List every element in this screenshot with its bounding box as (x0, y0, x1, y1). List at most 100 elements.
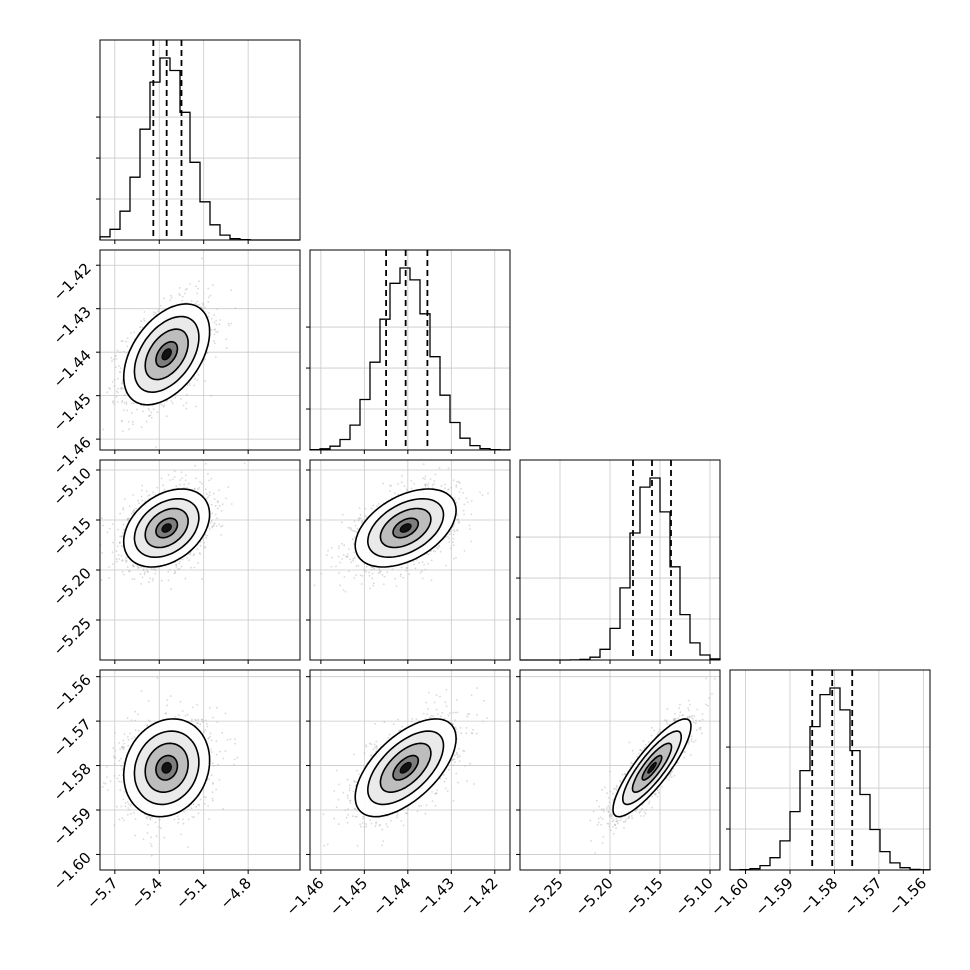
sample-point (125, 561, 127, 563)
sample-point (101, 517, 103, 520)
sample-point (454, 499, 456, 501)
sample-point (371, 572, 374, 575)
sample-point (487, 492, 489, 495)
sample-point (427, 482, 430, 485)
sample-point (130, 412, 133, 414)
sample-point (169, 294, 172, 297)
sample-point (227, 322, 230, 325)
panel-frame (99, 459, 301, 661)
sample-point (115, 354, 117, 357)
sample-point (405, 569, 408, 572)
sample-point (154, 572, 157, 575)
sample-point (119, 535, 121, 538)
sample-point (141, 489, 143, 492)
sample-point (196, 292, 199, 295)
sample-point (330, 547, 333, 549)
sample-point (358, 517, 360, 520)
sample-point (453, 529, 455, 531)
sample-point (207, 287, 210, 290)
sample-point (204, 306, 207, 309)
sample-point (199, 481, 201, 483)
sample-point (181, 299, 183, 302)
sample-point (220, 510, 223, 512)
sample-point (215, 525, 218, 527)
sample-point (452, 533, 455, 536)
sample-point (177, 568, 179, 571)
sample-point (419, 571, 422, 574)
sample-point (210, 520, 213, 522)
sample-point (337, 547, 340, 550)
sample-point (123, 573, 125, 576)
sample-point (350, 561, 353, 564)
sample-point (406, 490, 408, 493)
sample-point (128, 505, 131, 507)
sample-point (348, 548, 350, 550)
sample-point (364, 514, 367, 517)
sample-point (342, 554, 345, 556)
sample-point (214, 342, 216, 345)
sample-point (121, 532, 124, 534)
sample-point (402, 576, 405, 579)
sample-point (185, 487, 188, 489)
sample-point (219, 319, 222, 321)
sample-point (107, 789, 109, 792)
sample-point (452, 479, 455, 482)
sample-point (199, 553, 202, 555)
sample-point (208, 491, 211, 494)
sample-point (114, 749, 117, 752)
sample-point (143, 317, 145, 320)
sample-point (108, 386, 111, 389)
sample-point (432, 550, 435, 552)
sample-point (211, 512, 214, 515)
sample-point (111, 381, 114, 383)
sample-point (448, 541, 451, 543)
sample-point (116, 349, 119, 352)
sample-point (440, 485, 443, 487)
sample-point (452, 557, 455, 560)
sample-point (127, 421, 130, 423)
sample-point (218, 505, 221, 507)
sample-point (148, 581, 151, 583)
sample-point (215, 323, 218, 326)
sample-point (220, 534, 223, 536)
sample-point (120, 386, 123, 389)
sample-point (128, 517, 130, 520)
sample-point (403, 485, 406, 487)
sample-point (479, 491, 481, 494)
sample-point (364, 508, 367, 510)
sample-point (170, 400, 173, 403)
panel-2d-2-1 (309, 459, 511, 661)
sample-point (157, 310, 160, 313)
sample-point (193, 553, 196, 555)
sample-point (204, 380, 207, 383)
sample-point (128, 570, 131, 573)
sample-point (377, 503, 380, 505)
sample-point (165, 415, 168, 418)
sample-point (119, 387, 122, 390)
sample-point (156, 411, 159, 414)
sample-point (391, 568, 394, 571)
sample-point (455, 486, 458, 488)
sample-point (141, 326, 144, 329)
sample-point (126, 337, 129, 339)
sample-point (102, 524, 104, 527)
sample-point (210, 503, 213, 506)
sample-point (195, 405, 197, 408)
sample-point (216, 308, 219, 310)
sample-point (141, 499, 144, 502)
sample-point (331, 556, 333, 559)
sample-point (339, 584, 341, 587)
sample-point (353, 530, 356, 533)
sample-point (218, 523, 221, 526)
sample-point (132, 565, 135, 568)
sample-point (145, 568, 148, 571)
sample-point (444, 487, 446, 490)
sample-point (203, 542, 205, 544)
sample-point (97, 540, 99, 542)
sample-point (112, 563, 114, 565)
panel-2d-2-0 (97, 459, 301, 661)
sample-point (130, 512, 133, 515)
sample-point (152, 577, 155, 580)
sample-point (181, 558, 184, 561)
